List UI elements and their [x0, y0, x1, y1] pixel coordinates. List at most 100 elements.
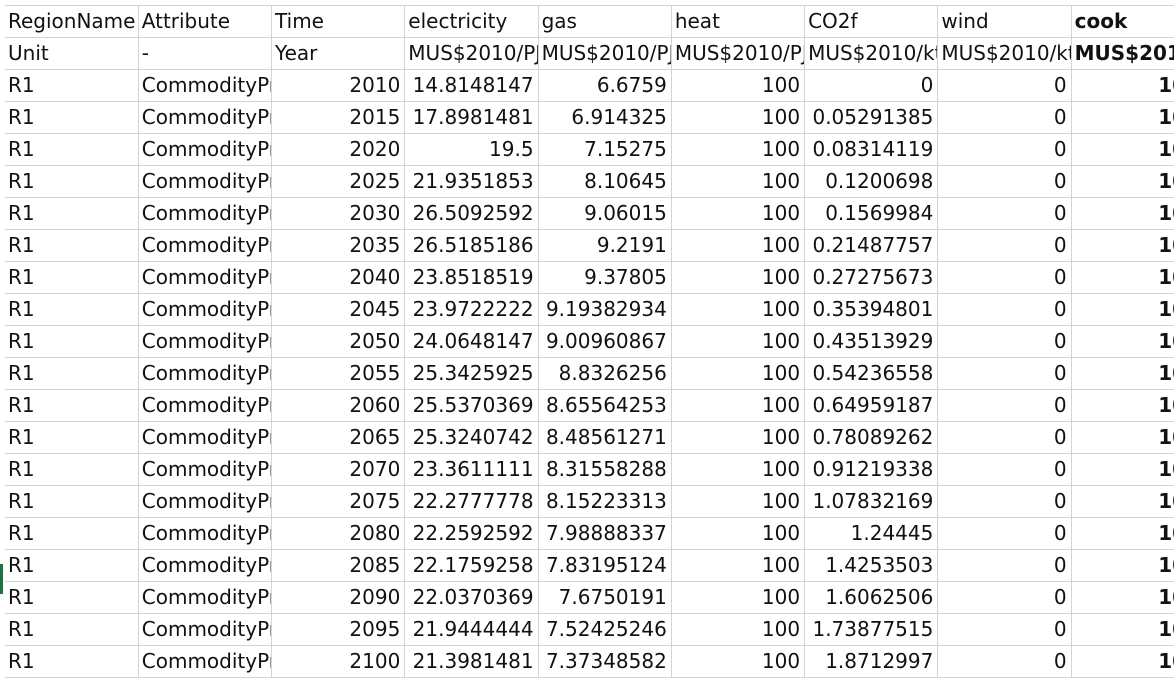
cell-time[interactable]: 2015: [271, 101, 406, 134]
cell-co2f[interactable]: 0.27275673: [804, 261, 939, 294]
cell-wind[interactable]: 0: [937, 293, 1072, 326]
cell-attribute[interactable]: CommodityPrice: [138, 325, 273, 358]
cell-heat[interactable]: 100: [671, 197, 806, 230]
cell-time[interactable]: 2055: [271, 357, 406, 390]
cell-electricity[interactable]: electricity: [404, 5, 539, 38]
cell-region-name[interactable]: R1: [5, 261, 139, 294]
cell-wind[interactable]: wind: [937, 5, 1072, 38]
cell-time[interactable]: 2010: [271, 69, 406, 102]
cell-gas[interactable]: 9.2191: [538, 229, 672, 262]
cell-electricity[interactable]: 17.8981481: [404, 101, 539, 134]
cell-electricity[interactable]: 26.5092592: [404, 197, 539, 230]
cell-electricity[interactable]: 21.9444444: [404, 613, 539, 646]
cell-attribute[interactable]: CommodityPrice: [138, 517, 273, 550]
cell-co2f[interactable]: 0.91219338: [804, 453, 939, 486]
cell-electricity[interactable]: 23.9722222: [404, 293, 539, 326]
cell-gas[interactable]: 6.914325: [538, 101, 672, 134]
cell-wind[interactable]: 0: [937, 69, 1072, 102]
cell-region-name[interactable]: R1: [5, 389, 139, 422]
cell-co2f[interactable]: 0.54236558: [804, 357, 939, 390]
cell-electricity[interactable]: 26.5185186: [404, 229, 539, 262]
cell-electricity[interactable]: MUS$2010/PJ: [404, 37, 539, 70]
cell-wind[interactable]: 0: [937, 229, 1072, 262]
cell-heat[interactable]: 100: [671, 229, 806, 262]
cell-time[interactable]: 2040: [271, 261, 406, 294]
cell-wind[interactable]: 0: [937, 389, 1072, 422]
cell-time[interactable]: 2075: [271, 485, 406, 518]
cell-attribute[interactable]: CommodityPrice: [138, 165, 273, 198]
cell-region-name[interactable]: R1: [5, 293, 139, 326]
cell-co2f[interactable]: CO2f: [804, 5, 939, 38]
cell-heat[interactable]: 100: [671, 101, 806, 134]
cell-time[interactable]: 2070: [271, 453, 406, 486]
cell-region-name[interactable]: R1: [5, 645, 139, 678]
cell-attribute[interactable]: CommodityPrice: [138, 645, 273, 678]
cell-region-name[interactable]: RegionName: [5, 5, 139, 38]
cell-gas[interactable]: 6.6759: [538, 69, 672, 102]
cell-heat[interactable]: heat: [671, 5, 806, 38]
cell-cook[interactable]: 100: [1071, 261, 1174, 294]
cell-gas[interactable]: 8.8326256: [538, 357, 672, 390]
cell-attribute[interactable]: CommodityPrice: [138, 293, 273, 326]
cell-electricity[interactable]: 25.3240742: [404, 421, 539, 454]
cell-wind[interactable]: 0: [937, 453, 1072, 486]
cell-cook[interactable]: 100: [1071, 613, 1174, 646]
cell-cook[interactable]: cook: [1071, 5, 1174, 38]
cell-heat[interactable]: 100: [671, 293, 806, 326]
cell-heat[interactable]: 100: [671, 69, 806, 102]
cell-gas[interactable]: 8.31558288: [538, 453, 672, 486]
cell-attribute[interactable]: CommodityPrice: [138, 453, 273, 486]
cell-co2f[interactable]: 0.35394801: [804, 293, 939, 326]
cell-time[interactable]: Time: [271, 5, 406, 38]
cell-wind[interactable]: 0: [937, 165, 1072, 198]
cell-heat[interactable]: 100: [671, 485, 806, 518]
cell-co2f[interactable]: 0.64959187: [804, 389, 939, 422]
cell-region-name[interactable]: R1: [5, 581, 139, 614]
cell-gas[interactable]: MUS$2010/PJ: [538, 37, 672, 70]
cell-cook[interactable]: 100: [1071, 69, 1174, 102]
cell-co2f[interactable]: 0.1569984: [804, 197, 939, 230]
cell-region-name[interactable]: R1: [5, 485, 139, 518]
cell-time[interactable]: 2025: [271, 165, 406, 198]
cell-heat[interactable]: MUS$2010/PJ: [671, 37, 806, 70]
cell-gas[interactable]: 9.37805: [538, 261, 672, 294]
cell-time[interactable]: 2065: [271, 421, 406, 454]
cell-electricity[interactable]: 25.3425925: [404, 357, 539, 390]
cell-time[interactable]: 2035: [271, 229, 406, 262]
cell-time[interactable]: 2030: [271, 197, 406, 230]
cell-cook[interactable]: 100: [1071, 101, 1174, 134]
cell-co2f[interactable]: 0.78089262: [804, 421, 939, 454]
cell-gas[interactable]: 7.6750191: [538, 581, 672, 614]
cell-attribute[interactable]: CommodityPrice: [138, 229, 273, 262]
cell-co2f[interactable]: 1.07832169: [804, 485, 939, 518]
cell-co2f[interactable]: 1.24445: [804, 517, 939, 550]
cell-region-name[interactable]: Unit: [5, 37, 139, 70]
cell-gas[interactable]: 8.10645: [538, 165, 672, 198]
cell-region-name[interactable]: R1: [5, 101, 139, 134]
cell-time[interactable]: 2020: [271, 133, 406, 166]
cell-cook[interactable]: 100: [1071, 229, 1174, 262]
cell-co2f[interactable]: 0: [804, 69, 939, 102]
cell-heat[interactable]: 100: [671, 581, 806, 614]
cell-region-name[interactable]: R1: [5, 549, 139, 582]
cell-co2f[interactable]: 0.1200698: [804, 165, 939, 198]
cell-region-name[interactable]: R1: [5, 133, 139, 166]
cell-region-name[interactable]: R1: [5, 229, 139, 262]
cell-gas[interactable]: 9.06015: [538, 197, 672, 230]
cell-region-name[interactable]: R1: [5, 357, 139, 390]
cell-attribute[interactable]: CommodityPrice: [138, 197, 273, 230]
cell-region-name[interactable]: R1: [5, 613, 139, 646]
cell-heat[interactable]: 100: [671, 389, 806, 422]
cell-region-name[interactable]: R1: [5, 325, 139, 358]
cell-attribute[interactable]: CommodityPrice: [138, 581, 273, 614]
cell-cook[interactable]: 100: [1071, 581, 1174, 614]
cell-wind[interactable]: 0: [937, 485, 1072, 518]
cell-gas[interactable]: 7.98888337: [538, 517, 672, 550]
cell-attribute[interactable]: CommodityPrice: [138, 101, 273, 134]
cell-gas[interactable]: 9.19382934: [538, 293, 672, 326]
cell-wind[interactable]: 0: [937, 197, 1072, 230]
cell-electricity[interactable]: 21.3981481: [404, 645, 539, 678]
cell-wind[interactable]: 0: [937, 517, 1072, 550]
cell-cook[interactable]: 100: [1071, 357, 1174, 390]
cell-attribute[interactable]: CommodityPrice: [138, 613, 273, 646]
